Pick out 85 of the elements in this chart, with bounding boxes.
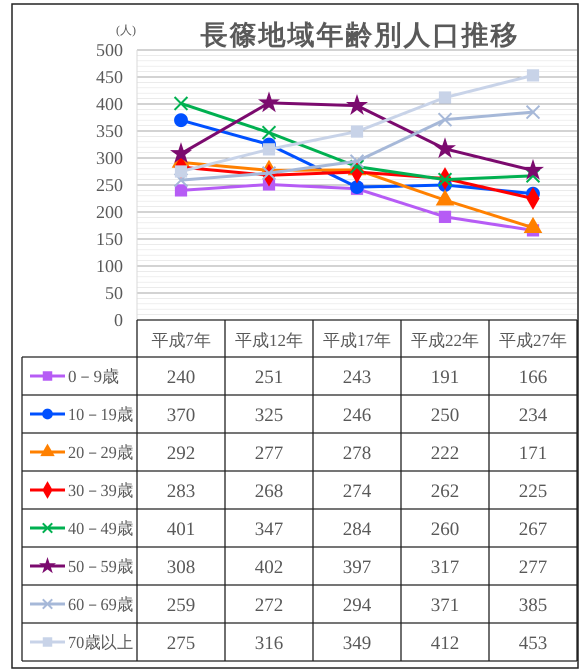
data-label: 225	[518, 481, 548, 502]
data-label: 283	[166, 481, 196, 502]
y-tick-label: 150	[96, 228, 123, 249]
data-label: 349	[342, 633, 372, 654]
chart-title: 長篠地域年齢別人口推移	[200, 20, 520, 51]
point	[438, 172, 452, 188]
data-label: 412	[430, 633, 460, 654]
legend-label: 10－19歳	[68, 405, 136, 424]
data-label: 250	[430, 405, 460, 426]
data-label: 292	[166, 443, 196, 464]
data-label: 317	[430, 557, 460, 578]
point	[174, 172, 188, 188]
y-tick-label: 200	[96, 202, 123, 222]
point	[350, 180, 364, 194]
data-label: 272	[254, 595, 284, 616]
point	[174, 113, 188, 128]
point	[258, 91, 280, 112]
legend-label: 60－69歳	[68, 595, 136, 614]
point	[262, 166, 276, 181]
legend-label: 50－59歳	[68, 557, 136, 576]
data-label: 274	[342, 481, 372, 502]
point	[438, 210, 452, 223]
legend-label: 0－9歳	[68, 367, 119, 386]
data-label: 397	[342, 557, 372, 578]
point	[174, 96, 188, 111]
data-label: 262	[430, 481, 460, 502]
data-label: 275	[166, 633, 196, 654]
data-label: 171	[518, 443, 548, 464]
data-label: 308	[166, 557, 196, 578]
data-label: 284	[342, 519, 372, 540]
legend-label: 70歳以上	[68, 633, 136, 652]
data-label: 402	[254, 557, 284, 578]
data-label: 371	[430, 595, 460, 616]
y-tick-label: 250	[96, 174, 123, 195]
point	[526, 104, 540, 120]
data-label: 316	[254, 633, 284, 654]
point	[170, 142, 192, 164]
data-label: 278	[342, 443, 372, 464]
point	[438, 91, 452, 104]
y-tick-label: 100	[96, 256, 123, 276]
data-label: 234	[518, 405, 548, 426]
point	[350, 125, 364, 138]
point	[438, 112, 452, 128]
data-label: 347	[254, 519, 284, 540]
point	[262, 125, 276, 140]
y-tick-label: 500	[96, 40, 123, 60]
data-label: 243	[342, 367, 372, 388]
point	[526, 69, 540, 82]
data-label: 191	[430, 367, 460, 388]
data-label: 251	[254, 367, 284, 388]
data-label: 370	[166, 405, 196, 426]
data-label: 325	[254, 405, 284, 426]
y-tick-label: 400	[96, 94, 123, 114]
x-tick-label: 平成27年	[499, 331, 567, 350]
point	[434, 137, 456, 158]
legend-label: 30－39歳	[68, 481, 136, 500]
data-label: 294	[342, 595, 372, 616]
y-axis-title: (人)	[116, 23, 136, 37]
y-tick-label: 300	[96, 148, 123, 168]
data-label: 277	[518, 557, 548, 578]
data-label: 385	[518, 595, 548, 616]
y-tick-label: 450	[96, 66, 123, 87]
x-tick-label: 平成7年	[151, 331, 211, 350]
x-tick-label: 平成17年	[323, 331, 391, 350]
data-label: 277	[254, 443, 284, 464]
data-label: 259	[166, 595, 196, 616]
y-tick-label: 0	[114, 310, 123, 330]
data-label: 401	[166, 519, 196, 540]
point	[346, 94, 368, 115]
x-tick-label: 平成12年	[235, 331, 303, 350]
legend-label: 20－29歳	[68, 443, 136, 462]
data-label: 166	[518, 367, 548, 388]
y-tick-label: 50	[105, 282, 123, 303]
data-label: 268	[254, 481, 284, 502]
point	[262, 143, 276, 156]
point	[522, 158, 544, 180]
x-tick-label: 平成22年	[411, 331, 479, 350]
data-label: 260	[430, 519, 460, 540]
data-label: 240	[166, 367, 196, 388]
data-label: 222	[430, 443, 460, 464]
legend-label: 40－49歳	[68, 519, 136, 538]
data-label: 246	[342, 405, 372, 426]
data-label: 453	[518, 633, 548, 654]
y-tick-label: 350	[96, 120, 123, 141]
data-label: 267	[518, 519, 548, 540]
